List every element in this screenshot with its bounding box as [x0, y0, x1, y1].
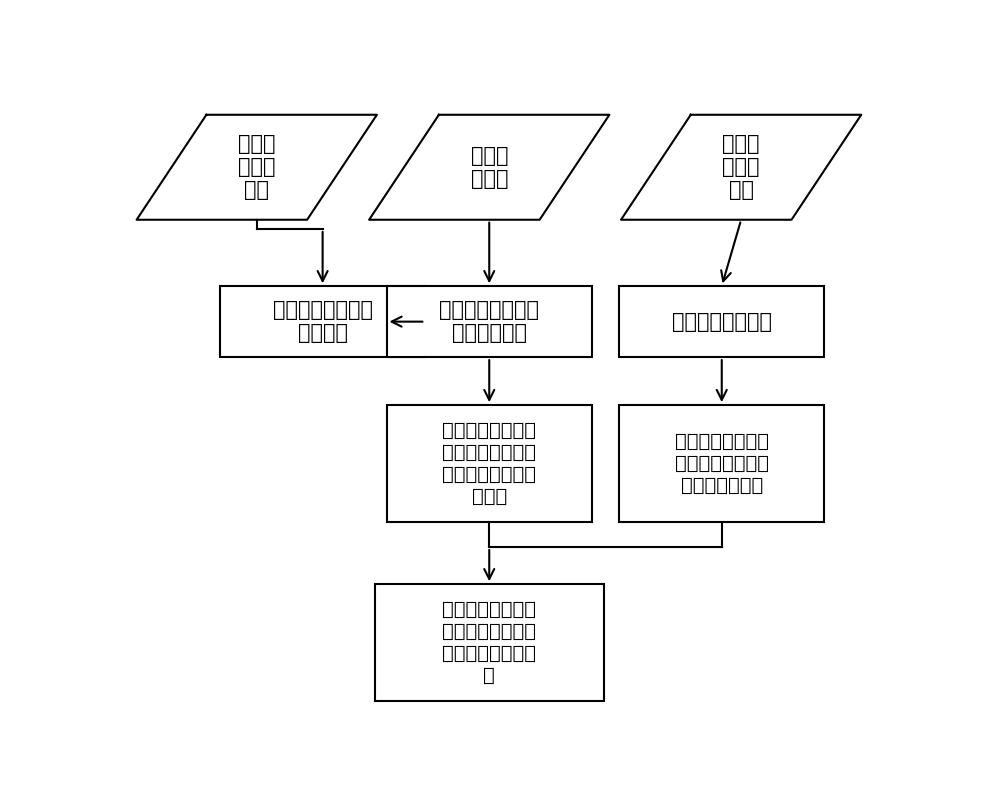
Bar	[619, 286, 824, 357]
Polygon shape	[369, 115, 609, 220]
Bar	[619, 405, 824, 522]
Text: 同轴足
印相机
影像: 同轴足 印相机 影像	[238, 134, 276, 200]
Text: 选取类内方差最小
的点云数据计算其
高程得到高程控制
点: 选取类内方差最小 的点云数据计算其 高程得到高程控制 点	[442, 600, 536, 685]
Polygon shape	[621, 115, 861, 220]
Polygon shape	[137, 115, 377, 220]
Text: 对点云数据按照高
程进行分割分类，
获取不同高程段点
云类别: 对点云数据按照高 程进行分割分类， 获取不同高程段点 云类别	[442, 421, 536, 506]
Bar	[387, 405, 592, 522]
Text: 激光雷
达波形
数据: 激光雷 达波形 数据	[722, 134, 760, 200]
Bar	[375, 584, 604, 702]
Text: 激光波形的预处理: 激光波形的预处理	[672, 312, 772, 332]
Text: 立体相
机影像: 立体相 机影像	[471, 146, 508, 188]
Bar	[220, 286, 425, 357]
Bar	[387, 286, 592, 357]
Text: 影像配准获取光斑
所在位置: 影像配准获取光斑 所在位置	[273, 300, 373, 343]
Text: 结合点云按高程分
类的信息对激光波
形进行高斯分解: 结合点云按高程分 类的信息对激光波 形进行高斯分解	[675, 432, 769, 495]
Text: 获取光斑所在区域
立体点云数据: 获取光斑所在区域 立体点云数据	[439, 300, 539, 343]
